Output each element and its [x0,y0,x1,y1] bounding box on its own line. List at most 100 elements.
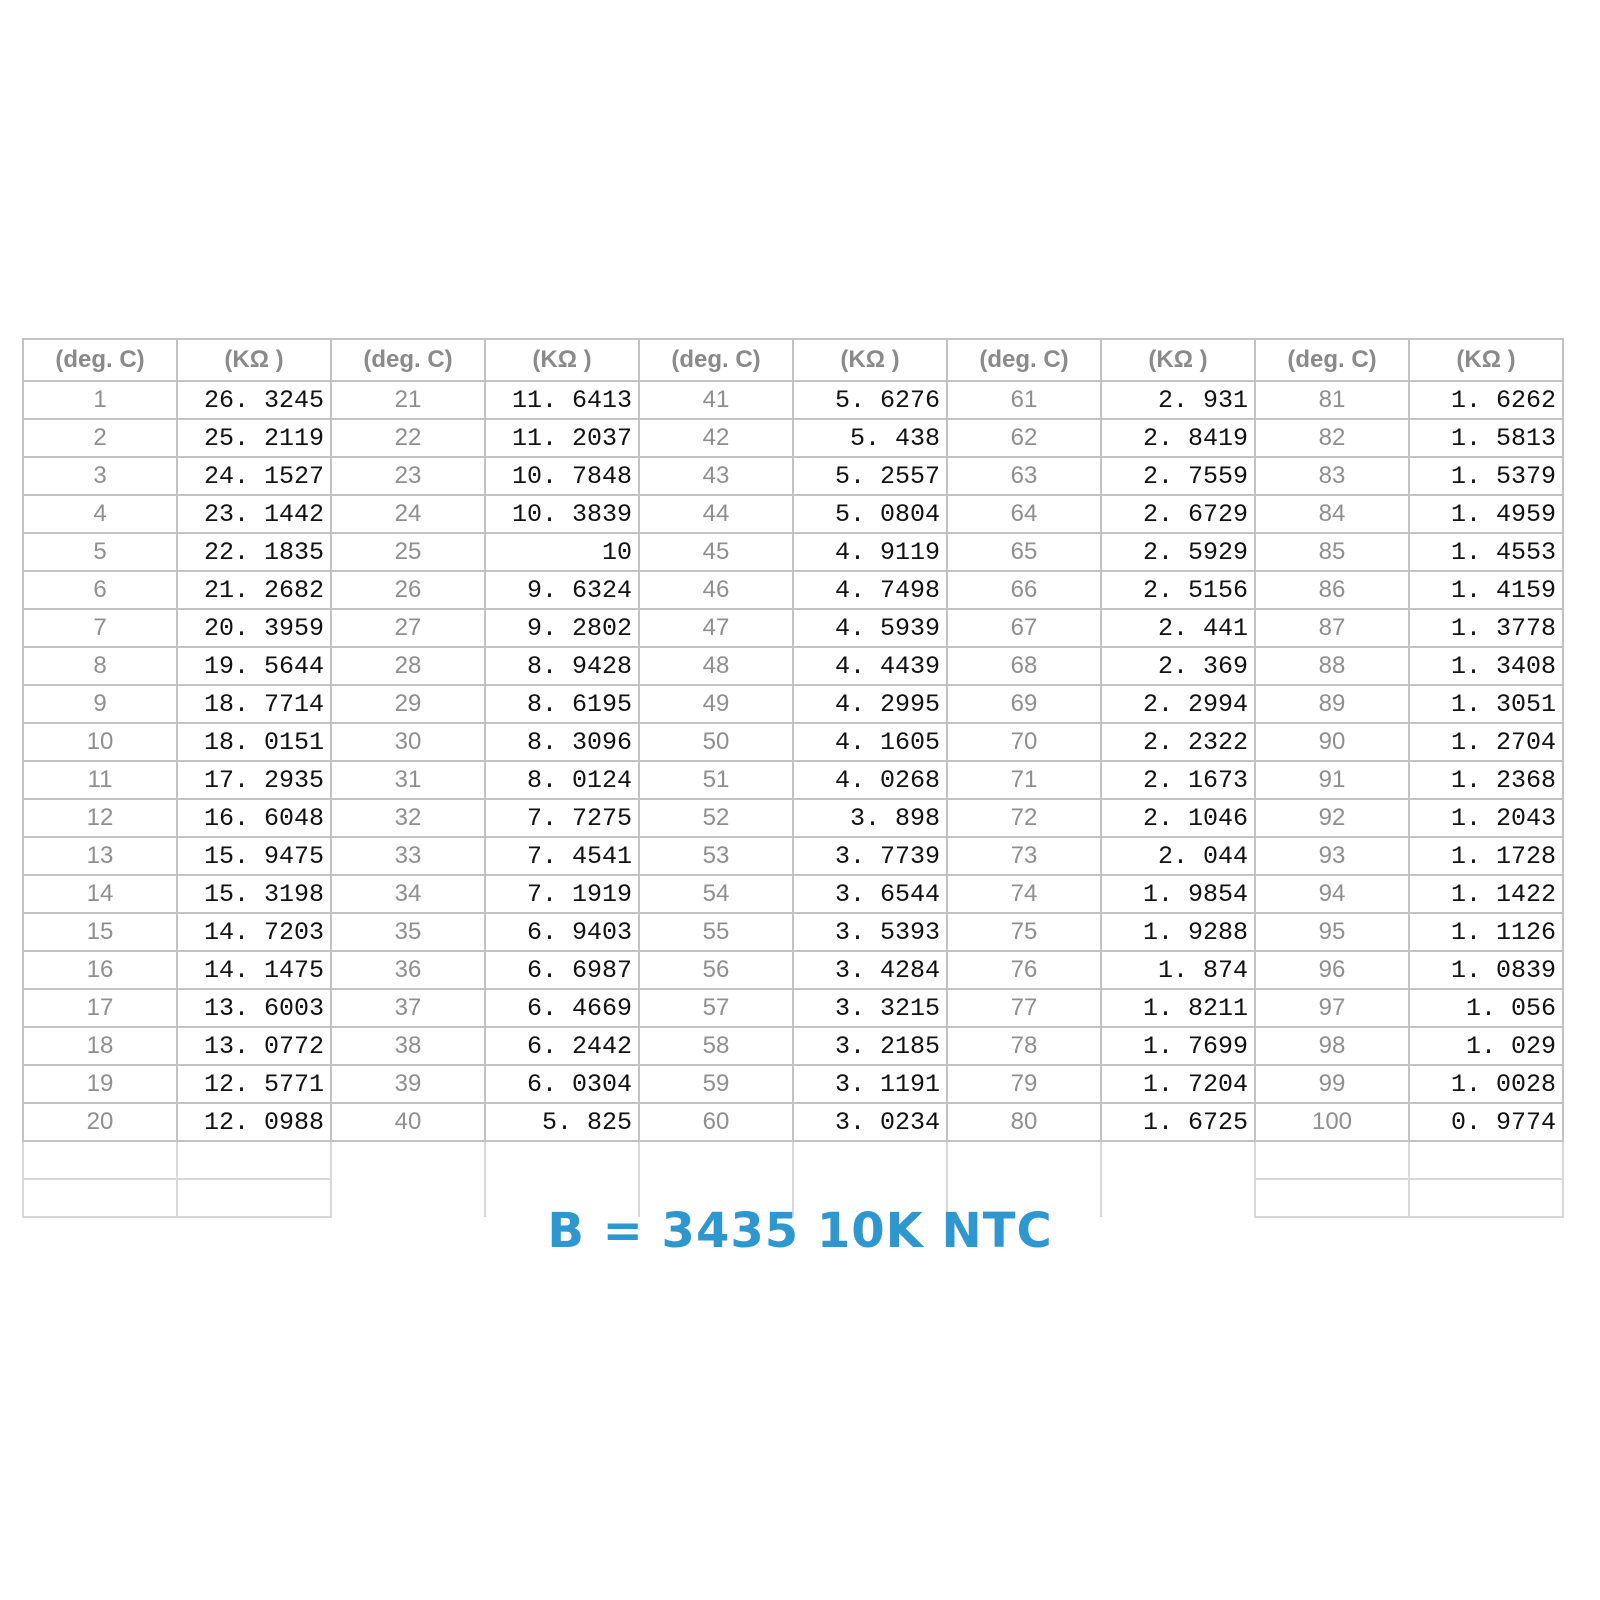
temperature-cell: 60 [638,1102,794,1142]
table-row: 9 18. 7714 29 8. 6195 49 4. 2995 69 2. 2994 89 1.… [22,684,1564,724]
resistance-cell: 15. 3198 [176,874,332,914]
resistance-cell: 12. 0988 [176,1102,332,1142]
empty-row [22,1140,1564,1180]
resistance-cell: 1. 2368 [1408,760,1564,800]
resistance-cell: 16. 6048 [176,798,332,838]
empty-cell [330,1141,486,1179]
temperature-cell: 17 [22,988,178,1028]
empty-cell [1408,1140,1564,1180]
temperature-cell: 100 [1254,1102,1410,1142]
temperature-cell: 61 [946,380,1102,420]
resistance-cell: 1. 6262 [1408,380,1564,420]
resistance-cell: 1. 6725 [1100,1102,1256,1142]
table-row: 12 16. 6048 32 7. 7275 52 3. 898 72 2. 1046 92 1.… [22,798,1564,838]
temperature-cell: 69 [946,684,1102,724]
resistance-cell: 1. 056 [1408,988,1564,1028]
resistance-cell: 2. 1673 [1100,760,1256,800]
temperature-cell: 44 [638,494,794,534]
resistance-cell: 4. 4439 [792,646,948,686]
empty-cell [176,1178,332,1218]
temperature-cell: 84 [1254,494,1410,534]
temperature-cell: 48 [638,646,794,686]
temperature-cell: 73 [946,836,1102,876]
resistance-cell: 1. 7699 [1100,1026,1256,1066]
temperature-cell: 63 [946,456,1102,496]
resistance-cell: 2. 2322 [1100,722,1256,762]
resistance-cell: 6. 9403 [484,912,640,952]
temperature-cell: 38 [330,1026,486,1066]
resistance-cell: 1. 8211 [1100,988,1256,1028]
temperature-cell: 31 [330,760,486,800]
empty-cell [22,1178,178,1218]
temperature-cell: 66 [946,570,1102,610]
resistance-cell: 1. 0028 [1408,1064,1564,1104]
temperature-cell: 30 [330,722,486,762]
temperature-cell: 41 [638,380,794,420]
table-row: 2 25. 2119 22 11. 2037 42 5. 438 62 2. 8419 82 1.… [22,418,1564,458]
table-row: 15 14. 7203 35 6. 9403 55 3. 5393 75 1. 9288 95 1… [22,912,1564,952]
table-row: 6 21. 2682 26 9. 6324 46 4. 7498 66 2. 5156 86 1.… [22,570,1564,610]
resistance-cell: 7. 7275 [484,798,640,838]
resistance-cell: 13. 6003 [176,988,332,1028]
temperature-cell: 37 [330,988,486,1028]
resistance-cell: 1. 4553 [1408,532,1564,572]
resistance-cell: 1. 1728 [1408,836,1564,876]
resistance-cell: 3. 5393 [792,912,948,952]
resistance-cell: 3. 1191 [792,1064,948,1104]
temperature-cell: 96 [1254,950,1410,990]
table-row: 17 13. 6003 37 6. 4669 57 3. 3215 77 1. 8211 97 1… [22,988,1564,1028]
header-temperature: (deg. C) [330,338,486,382]
empty-cell [176,1140,332,1180]
resistance-cell: 2. 441 [1100,608,1256,648]
temperature-cell: 85 [1254,532,1410,572]
resistance-cell: 10 [484,532,640,572]
temperature-cell: 88 [1254,646,1410,686]
resistance-cell: 13. 0772 [176,1026,332,1066]
resistance-cell: 15. 9475 [176,836,332,876]
temperature-cell: 6 [22,570,178,610]
resistance-cell: 6. 4669 [484,988,640,1028]
table-row: 14 15. 3198 34 7. 1919 54 3. 6544 74 1. 9854 94 1… [22,874,1564,914]
resistance-cell: 8. 9428 [484,646,640,686]
temperature-cell: 33 [330,836,486,876]
temperature-cell: 18 [22,1026,178,1066]
temperature-cell: 76 [946,950,1102,990]
empty-cell [1408,1178,1564,1218]
resistance-cell: 6. 0304 [484,1064,640,1104]
resistance-cell: 17. 2935 [176,760,332,800]
empty-cell [1254,1140,1410,1180]
resistance-cell: 1. 3778 [1408,608,1564,648]
resistance-cell: 1. 2043 [1408,798,1564,838]
temperature-cell: 78 [946,1026,1102,1066]
resistance-cell: 2. 1046 [1100,798,1256,838]
temperature-cell: 50 [638,722,794,762]
temperature-cell: 77 [946,988,1102,1028]
empty-cell [1254,1178,1410,1218]
temperature-cell: 75 [946,912,1102,952]
temperature-cell: 21 [330,380,486,420]
resistance-cell: 14. 1475 [176,950,332,990]
resistance-cell: 1. 5813 [1408,418,1564,458]
temperature-cell: 14 [22,874,178,914]
table-row: 10 18. 0151 30 8. 3096 50 4. 1605 70 2. 2322 90 1… [22,722,1564,762]
ntc-resistance-table: (deg. C) (KΩ ) (deg. C) (KΩ ) (deg. C) (KΩ )(… [22,338,1564,1218]
temperature-cell: 92 [1254,798,1410,838]
resistance-cell: 1. 4159 [1408,570,1564,610]
temperature-cell: 10 [22,722,178,762]
temperature-cell: 97 [1254,988,1410,1028]
table-caption: B = 3435 10K NTC [547,1203,1053,1259]
resistance-cell: 3. 2185 [792,1026,948,1066]
temperature-cell: 12 [22,798,178,838]
temperature-cell: 67 [946,608,1102,648]
temperature-cell: 3 [22,456,178,496]
resistance-cell: 3. 4284 [792,950,948,990]
empty-cell [792,1179,948,1217]
temperature-cell: 64 [946,494,1102,534]
resistance-cell: 8. 3096 [484,722,640,762]
resistance-cell: 2. 7559 [1100,456,1256,496]
resistance-cell: 4. 0268 [792,760,948,800]
header-temperature: (deg. C) [638,338,794,382]
resistance-cell: 2. 6729 [1100,494,1256,534]
resistance-cell: 3. 3215 [792,988,948,1028]
table-body: 1 26. 3245 21 11. 6413 41 5. 6276 61 2. 931 81 1.… [22,380,1564,1218]
